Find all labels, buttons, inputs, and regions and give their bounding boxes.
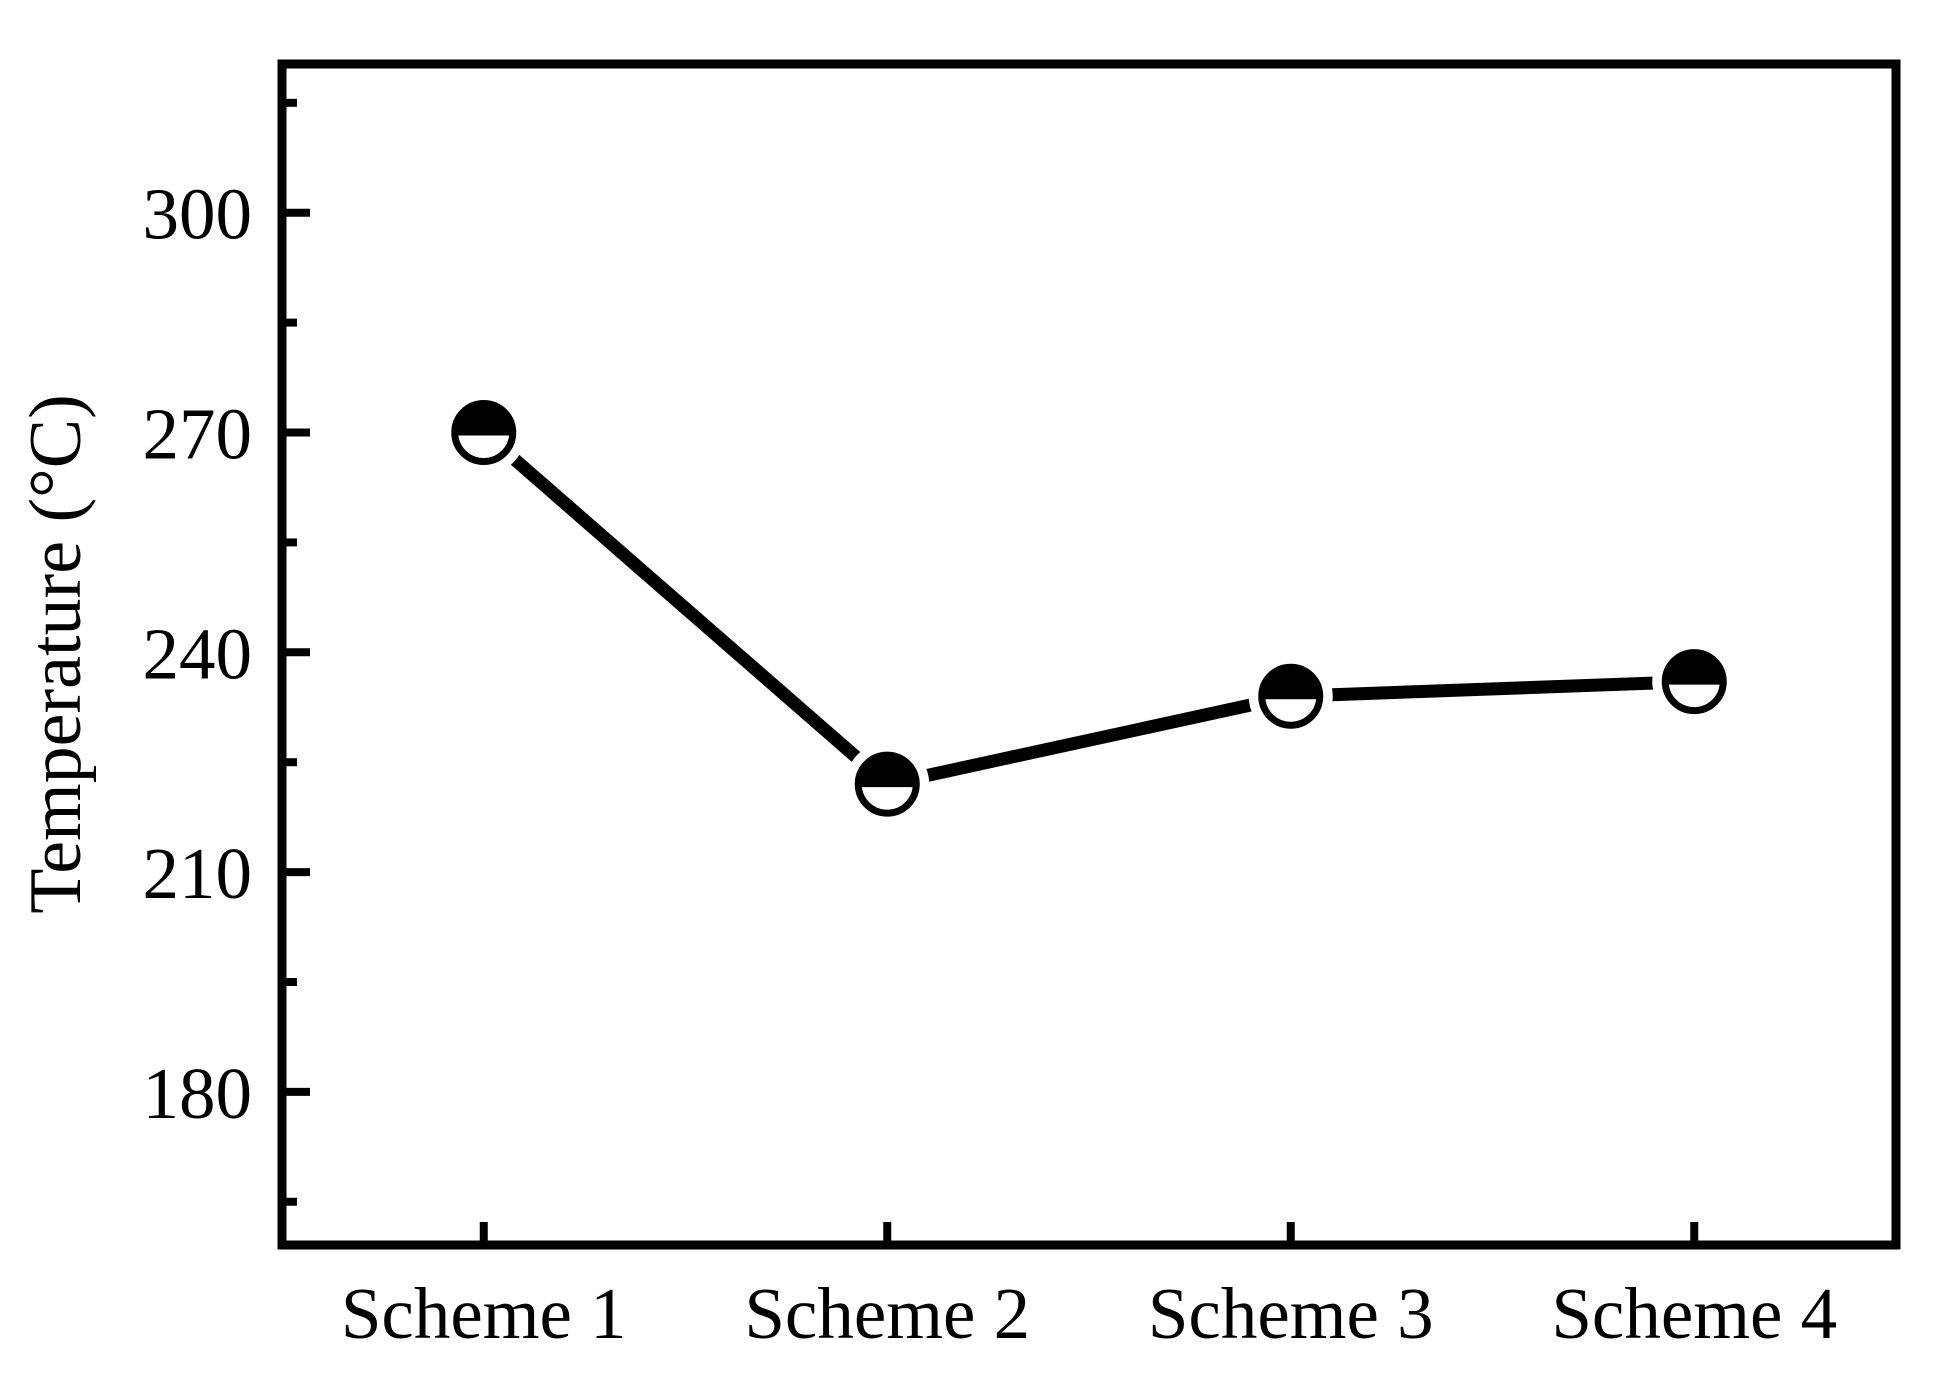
x-tick-label: Scheme 4 [1551,1273,1837,1354]
x-tick-label: Scheme 1 [341,1273,627,1354]
y-axis-label: Temperature (°C) [15,394,97,914]
data-point-marker-top-half [855,752,920,788]
data-point-marker-top-half [451,400,516,436]
data-point-marker-top-half [1258,664,1323,700]
y-tick-label: 270 [143,394,253,475]
x-tick-label: Scheme 3 [1148,1273,1434,1354]
y-tick-label: 300 [143,174,253,255]
x-tick-label: Scheme 2 [744,1273,1030,1354]
data-point-marker-top-half [1662,649,1727,685]
y-tick-label: 180 [143,1053,253,1134]
series-line [479,427,1695,792]
plot-border [277,59,1901,1250]
y-tick-label: 210 [143,833,253,914]
y-tick-label: 240 [143,613,253,694]
